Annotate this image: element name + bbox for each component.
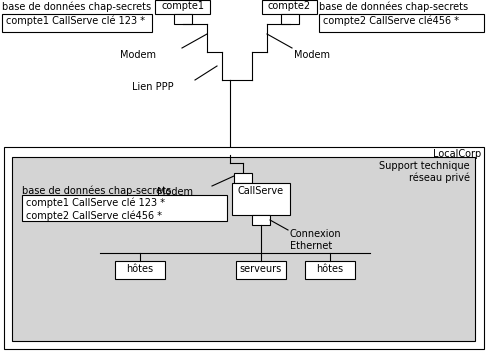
Text: Modem: Modem xyxy=(157,187,193,197)
Bar xyxy=(2,14,152,32)
Bar xyxy=(234,173,252,183)
Text: Lien PPP: Lien PPP xyxy=(132,82,174,92)
Bar xyxy=(262,0,317,14)
Text: hôtes: hôtes xyxy=(126,264,154,274)
Bar xyxy=(252,215,270,225)
Bar xyxy=(22,195,227,221)
Text: Modem: Modem xyxy=(294,50,330,60)
Bar xyxy=(12,157,475,341)
Text: LocalCorp: LocalCorp xyxy=(433,149,481,159)
Bar xyxy=(281,14,299,24)
Bar xyxy=(115,261,165,279)
Text: Connexion
Ethernet: Connexion Ethernet xyxy=(290,229,342,251)
Text: Support technique
réseau privé: Support technique réseau privé xyxy=(379,161,470,183)
Text: compte2: compte2 xyxy=(268,1,311,11)
Text: hôtes: hôtes xyxy=(316,264,344,274)
Bar xyxy=(4,147,484,349)
Text: compte2 CallServe clé456 *: compte2 CallServe clé456 * xyxy=(323,16,459,27)
Text: base de données chap-secrets: base de données chap-secrets xyxy=(22,185,171,196)
Bar xyxy=(319,14,484,32)
Text: compte1 CallServe clé 123 *
compte2 CallServe clé456 *: compte1 CallServe clé 123 * compte2 Call… xyxy=(26,198,165,221)
Text: CallServe: CallServe xyxy=(238,186,284,196)
Text: Modem: Modem xyxy=(120,50,156,60)
Text: compte1: compte1 xyxy=(161,1,204,11)
Bar xyxy=(232,183,290,215)
Text: compte1 CallServe clé 123 *: compte1 CallServe clé 123 * xyxy=(6,16,145,27)
Text: base de données chap-secrets: base de données chap-secrets xyxy=(319,2,468,12)
Bar xyxy=(305,261,355,279)
Text: base de données chap-secrets: base de données chap-secrets xyxy=(2,2,151,12)
Bar xyxy=(155,0,210,14)
Bar xyxy=(174,14,191,24)
Text: serveurs: serveurs xyxy=(240,264,282,274)
Bar xyxy=(236,261,286,279)
